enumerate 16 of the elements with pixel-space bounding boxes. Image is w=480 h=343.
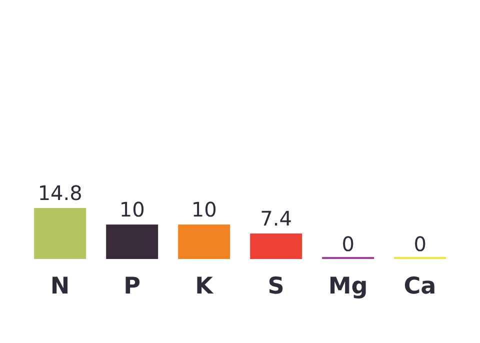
x-tick-label: S — [268, 273, 284, 300]
data-label: 0 — [414, 232, 426, 256]
data-label: 10 — [191, 198, 217, 222]
data-label: 14.8 — [38, 181, 82, 205]
x-tick-label: K — [195, 273, 214, 300]
data-label: 0 — [342, 232, 354, 256]
bar — [106, 224, 158, 259]
bar — [178, 224, 230, 259]
x-tick-label: N — [50, 273, 70, 300]
bar — [34, 208, 86, 259]
bar — [250, 234, 302, 259]
data-label: 10 — [119, 198, 145, 222]
data-label: 7.4 — [260, 206, 292, 230]
x-tick-label: Mg — [328, 273, 368, 300]
x-tick-label: Ca — [404, 273, 436, 300]
x-tick-label: P — [124, 273, 140, 300]
